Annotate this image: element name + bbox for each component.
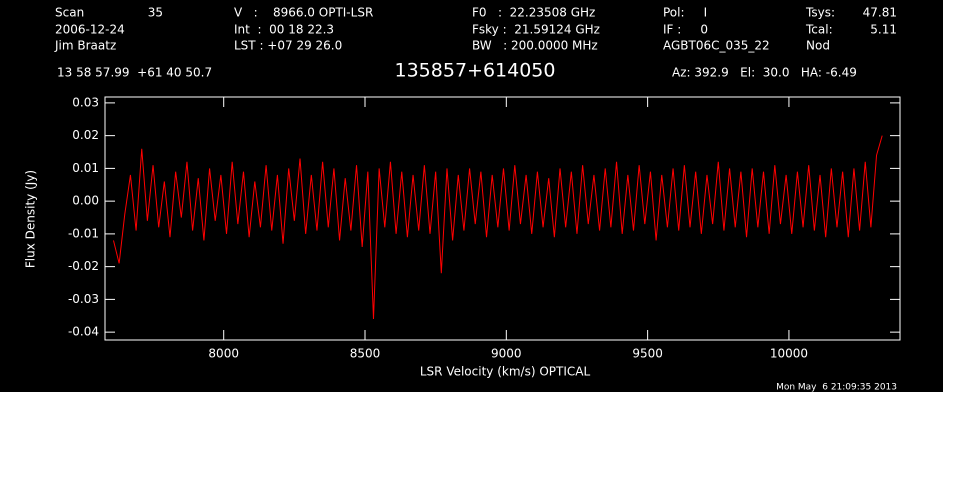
header-text: 47.81 bbox=[863, 6, 897, 20]
y-tick-label: 0.03 bbox=[72, 95, 99, 109]
header-text: Scan bbox=[55, 6, 84, 20]
x-tick-label: 8500 bbox=[350, 347, 381, 361]
header-text: IF : 0 bbox=[663, 23, 708, 37]
pointing: Az: 392.9 El: 30.0 HA: -6.49 bbox=[672, 66, 857, 80]
x-axis-label: LSR Velocity (km/s) OPTICAL bbox=[420, 365, 591, 379]
header-text: 5.11 bbox=[870, 23, 897, 37]
header-text: Nod bbox=[806, 39, 830, 53]
header-text: Tcal: bbox=[805, 23, 833, 37]
header-text: Pol: I bbox=[663, 6, 707, 20]
header-text: 35 bbox=[148, 6, 163, 20]
chart-title: 135857+614050 bbox=[395, 60, 556, 82]
header-text: Int : 00 18 22.3 bbox=[234, 23, 334, 37]
x-tick-label: 8000 bbox=[208, 347, 239, 361]
plot-frame bbox=[104, 96, 901, 341]
header-text: Tsys: bbox=[805, 6, 835, 20]
x-tick-label: 10000 bbox=[770, 347, 808, 361]
y-tick-label: -0.02 bbox=[68, 259, 99, 273]
header-text: Jim Braatz bbox=[54, 39, 116, 53]
header-text: 2006-12-24 bbox=[55, 23, 125, 37]
y-tick-label: -0.01 bbox=[68, 226, 99, 240]
background bbox=[0, 0, 943, 392]
y-tick-label: 0.02 bbox=[72, 128, 99, 142]
header-text: AGBT06C_035_22 bbox=[663, 39, 770, 53]
y-tick-label: 0.01 bbox=[72, 161, 99, 175]
header-text: Fsky : 21.59124 GHz bbox=[472, 23, 600, 37]
spectrum-line bbox=[112, 135, 883, 320]
header-text: V : 8966.0 OPTI-LSR bbox=[234, 6, 373, 20]
y-axis-label: Flux Density (Jy) bbox=[24, 170, 38, 268]
y-tick-label: 0.00 bbox=[72, 194, 99, 208]
header-text: BW : 200.0000 MHz bbox=[472, 39, 598, 53]
y-tick-label: -0.04 bbox=[68, 325, 99, 339]
x-tick-label: 9000 bbox=[491, 347, 522, 361]
coordinates: 13 58 57.99 +61 40 50.7 bbox=[57, 66, 212, 80]
header-text: F0 : 22.23508 GHz bbox=[472, 6, 595, 20]
y-tick-label: -0.03 bbox=[68, 292, 99, 306]
timestamp: Mon May 6 21:09:35 2013 bbox=[776, 383, 897, 393]
x-tick-label: 9500 bbox=[632, 347, 663, 361]
header-text: LST : +07 29 26.0 bbox=[234, 39, 342, 53]
